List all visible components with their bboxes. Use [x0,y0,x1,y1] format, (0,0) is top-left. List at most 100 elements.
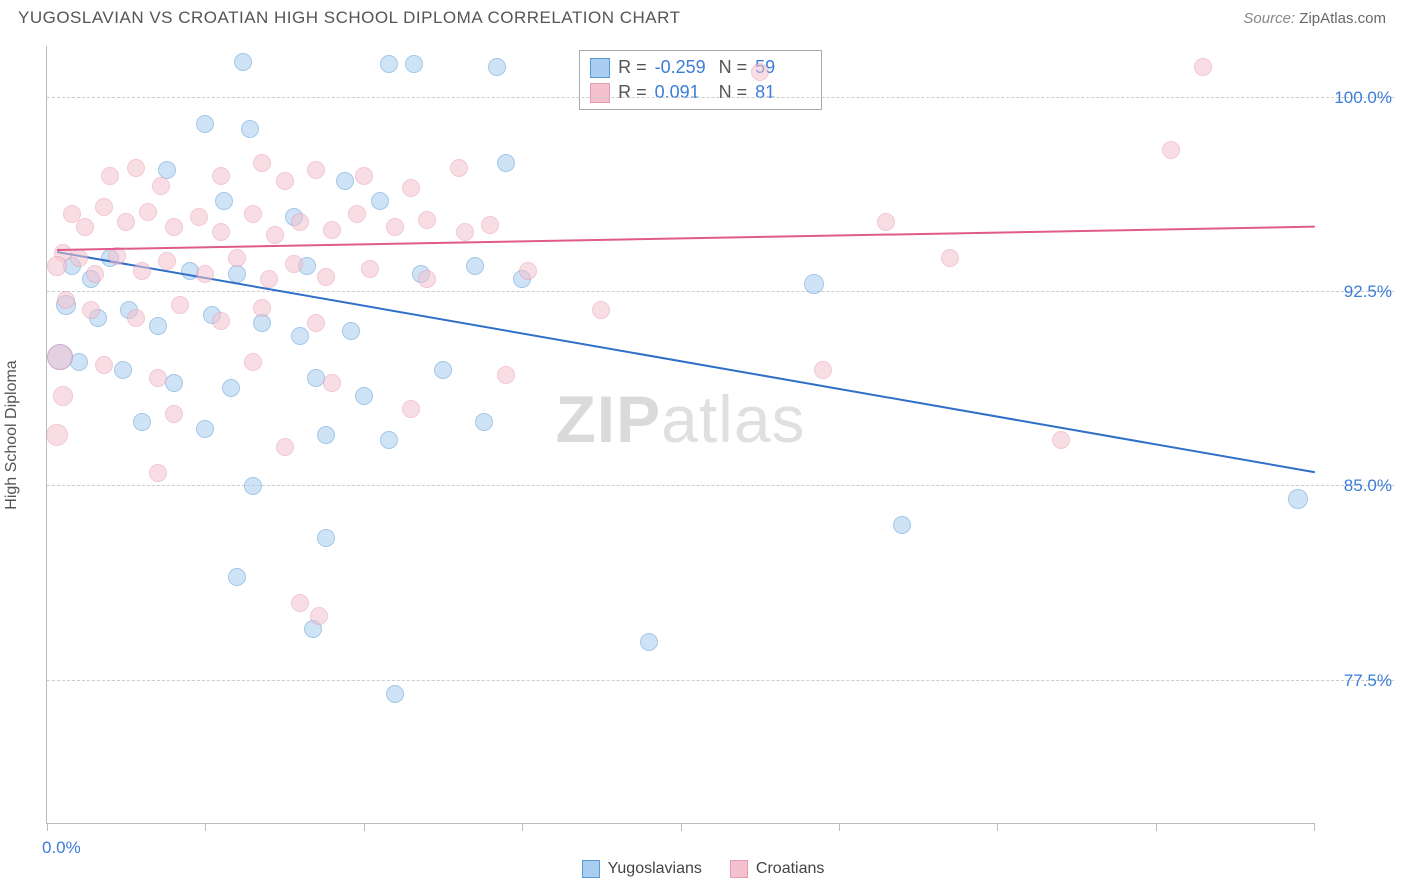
scatter-point [877,213,895,231]
scatter-point [53,386,73,406]
scatter-point [165,374,183,392]
scatter-point [244,205,262,223]
scatter-point [46,424,68,446]
scatter-point [481,216,499,234]
scatter-point [466,257,484,275]
scatter-point [47,256,67,276]
scatter-point [371,192,389,210]
scatter-point [266,226,284,244]
scatter-point [386,685,404,703]
scatter-point [380,431,398,449]
scatter-point [76,218,94,236]
legend-swatch [590,83,610,103]
scatter-point [402,179,420,197]
scatter-point [285,255,303,273]
plot-area: ZIPatlas R =-0.259N =59R =0.091N =81 77.… [46,46,1314,824]
scatter-point [307,161,325,179]
scatter-point [418,211,436,229]
scatter-point [317,529,335,547]
source: Source: ZipAtlas.com [1243,10,1386,27]
scatter-point [244,353,262,371]
scatter-point [1162,141,1180,159]
stats-row: R =0.091N =81 [590,80,811,105]
scatter-point [241,120,259,138]
scatter-point [592,301,610,319]
watermark: ZIPatlas [555,381,805,457]
stats-row: R =-0.259N =59 [590,55,811,80]
scatter-point [212,312,230,330]
scatter-point [253,314,271,332]
scatter-point [418,270,436,288]
scatter-point [355,387,373,405]
scatter-point [215,192,233,210]
scatter-point [1288,489,1308,509]
x-tick [839,823,840,831]
scatter-point [519,262,537,280]
scatter-point [171,296,189,314]
legend-swatch [730,860,748,878]
scatter-point [228,249,246,267]
chart: High School Diploma ZIPatlas R =-0.259N … [46,46,1394,824]
scatter-point [323,221,341,239]
scatter-point [228,568,246,586]
scatter-point [149,317,167,335]
trend-line [56,225,1314,250]
scatter-point [488,58,506,76]
scatter-point [47,344,73,370]
scatter-point [133,413,151,431]
stats-box: R =-0.259N =59R =0.091N =81 [579,50,822,110]
scatter-point [291,594,309,612]
scatter-point [475,413,493,431]
gridline [47,680,1394,681]
x-tick [681,823,682,831]
scatter-point [190,208,208,226]
scatter-point [244,477,262,495]
scatter-point [149,464,167,482]
scatter-point [196,265,214,283]
scatter-point [158,252,176,270]
scatter-point [497,366,515,384]
source-name: ZipAtlas.com [1299,10,1386,27]
scatter-point [165,218,183,236]
scatter-point [95,198,113,216]
scatter-point [165,405,183,423]
scatter-point [291,327,309,345]
scatter-point [310,607,328,625]
scatter-point [456,223,474,241]
scatter-point [893,516,911,534]
chart-title: YUGOSLAVIAN VS CROATIAN HIGH SCHOOL DIPL… [18,8,680,28]
x-tick [47,823,48,831]
scatter-point [82,301,100,319]
scatter-point [127,309,145,327]
scatter-point [260,270,278,288]
scatter-point [402,400,420,418]
scatter-point [149,369,167,387]
x-tick [205,823,206,831]
legend: YugoslaviansCroatians [0,860,1406,878]
scatter-point [291,213,309,231]
y-tick-label: 85.0% [1322,476,1392,496]
x-tick [364,823,365,831]
scatter-point [804,274,824,294]
scatter-point [127,159,145,177]
scatter-point [253,154,271,172]
scatter-point [497,154,515,172]
scatter-point [212,223,230,241]
scatter-point [941,249,959,267]
scatter-point [342,322,360,340]
scatter-point [196,420,214,438]
scatter-point [355,167,373,185]
scatter-point [133,262,151,280]
x-tick [522,823,523,831]
x-tick [1314,823,1315,831]
scatter-point [361,260,379,278]
scatter-point [253,299,271,317]
scatter-point [434,361,452,379]
scatter-point [405,55,423,73]
x-min-label: 0.0% [42,838,81,858]
scatter-point [57,291,75,309]
scatter-point [101,167,119,185]
scatter-point [117,213,135,231]
scatter-point [317,268,335,286]
header: YUGOSLAVIAN VS CROATIAN HIGH SCHOOL DIPL… [0,0,1406,32]
